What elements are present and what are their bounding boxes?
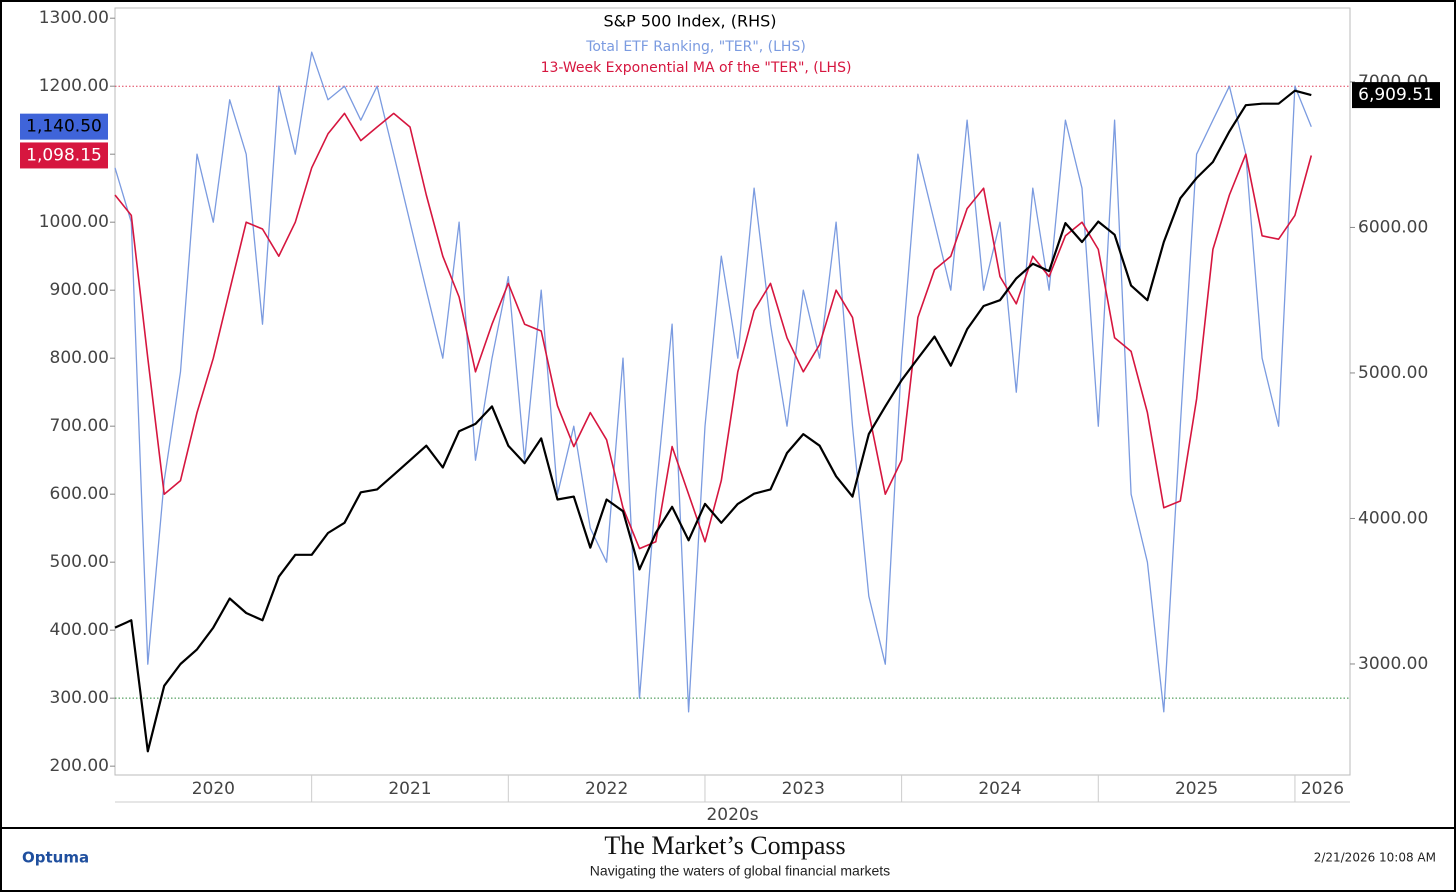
y2-tick-label: 4000.00 (1358, 508, 1428, 528)
legend-entry: 13-Week Exponential MA of the "TER", (LH… (541, 60, 852, 76)
legend-entry: Total ETF Ranking, "TER", (LHS) (585, 39, 806, 55)
last-value-label: 6,909.51 (1358, 85, 1434, 105)
brand: Optuma (22, 849, 89, 867)
y-tick-label: 500.00 (50, 552, 109, 572)
x-tick-label: 2022 (585, 779, 628, 799)
x-tick-label: 2023 (782, 779, 825, 799)
timestamp: 2/21/2026 10:08 AM (1314, 851, 1436, 865)
plot-area (114, 7, 1351, 776)
y-tick-label: 1300.00 (39, 8, 109, 28)
series-line (114, 112, 1313, 550)
footer-title: The Market’s Compass (604, 831, 845, 860)
x-tick-label: 2026 (1301, 779, 1344, 799)
x-tick-label: 2024 (978, 779, 1021, 799)
y2-tick-label: 6000.00 (1358, 217, 1428, 237)
x-tick-label: 2025 (1175, 779, 1218, 799)
y2-tick-label: 5000.00 (1358, 363, 1428, 383)
y-tick-label: 600.00 (50, 484, 109, 504)
y-tick-label: 300.00 (50, 688, 109, 708)
x-group-label: 2020s (706, 805, 758, 825)
y-tick-label: 700.00 (50, 416, 109, 436)
y-tick-label: 800.00 (50, 348, 109, 368)
x-tick-label: 2020 (192, 779, 235, 799)
y-tick-label: 200.00 (50, 756, 109, 776)
y-tick-label: 900.00 (50, 280, 109, 300)
last-value-label: 1,098.15 (26, 145, 102, 165)
series-line (114, 51, 1312, 713)
last-value-box (20, 113, 108, 140)
y-tick-label: 400.00 (50, 620, 109, 640)
last-value-label: 1,140.50 (26, 117, 102, 137)
y2-tick-label: 3000.00 (1358, 654, 1428, 674)
footer-subtitle: Navigating the waters of global financia… (590, 863, 890, 879)
x-tick-label: 2021 (388, 779, 431, 799)
y-tick-label: 1200.00 (39, 76, 109, 96)
series-line (114, 89, 1312, 753)
last-value-box (1352, 82, 1440, 109)
y-tick-label: 1000.00 (39, 212, 109, 232)
last-value-box (20, 142, 108, 169)
legend-entry: S&P 500 Index, (RHS) (604, 12, 777, 31)
